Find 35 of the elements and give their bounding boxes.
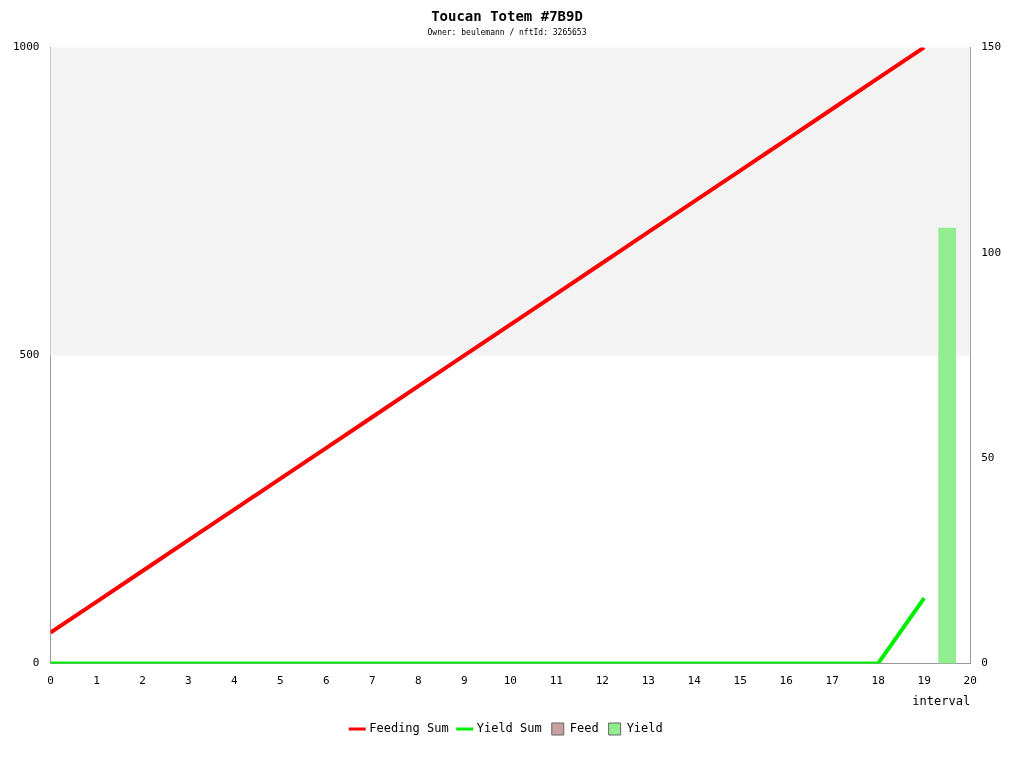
y2-tick-label: 0	[981, 656, 988, 670]
y2-tick-label: 100	[981, 245, 1002, 259]
x-axis-title: interval	[912, 693, 971, 708]
x-tick-label: 15	[733, 673, 747, 687]
x-tick-label: 7	[369, 673, 376, 687]
y-tick-label: 1000	[12, 40, 40, 54]
x-tick-label: 17	[825, 673, 839, 687]
chart-subtitle: Owner: beulemann / nftId: 3265653	[427, 27, 587, 37]
x-tick-label: 6	[323, 673, 330, 687]
x-tick-label: 2	[139, 673, 146, 687]
x-tick-label: 4	[231, 673, 239, 687]
x-tick-label: 13	[641, 673, 655, 687]
x-tick-label: 16	[779, 673, 793, 687]
x-tick-label: 18	[871, 673, 885, 687]
y2-tick-label: 150	[981, 40, 1002, 54]
chart-title: Toucan Totem #7B9D	[431, 8, 583, 25]
x-tick-label: 14	[687, 673, 702, 687]
legend-label: Yield Sum	[476, 721, 542, 736]
x-tick-label: 20	[963, 673, 977, 687]
legend-label: Yield	[626, 721, 663, 736]
legend-label: Feed	[569, 721, 599, 736]
x-tick-label: 1	[93, 673, 100, 687]
x-tick-label: 19	[917, 673, 931, 687]
x-tick-label: 12	[595, 673, 609, 687]
x-tick-label: 8	[415, 673, 422, 687]
x-tick-label: 3	[185, 673, 192, 687]
y-tick-label: 500	[19, 348, 40, 362]
x-tick-label: 0	[47, 673, 54, 687]
x-tick-label: 11	[549, 673, 563, 687]
legend-label: Feeding Sum	[369, 721, 449, 736]
x-tick-label: 10	[503, 673, 517, 687]
y2-tick-label: 50	[981, 450, 995, 464]
x-tick-label: 9	[461, 673, 468, 687]
x-tick-label: 5	[277, 673, 284, 687]
y-tick-label: 0	[32, 656, 40, 670]
